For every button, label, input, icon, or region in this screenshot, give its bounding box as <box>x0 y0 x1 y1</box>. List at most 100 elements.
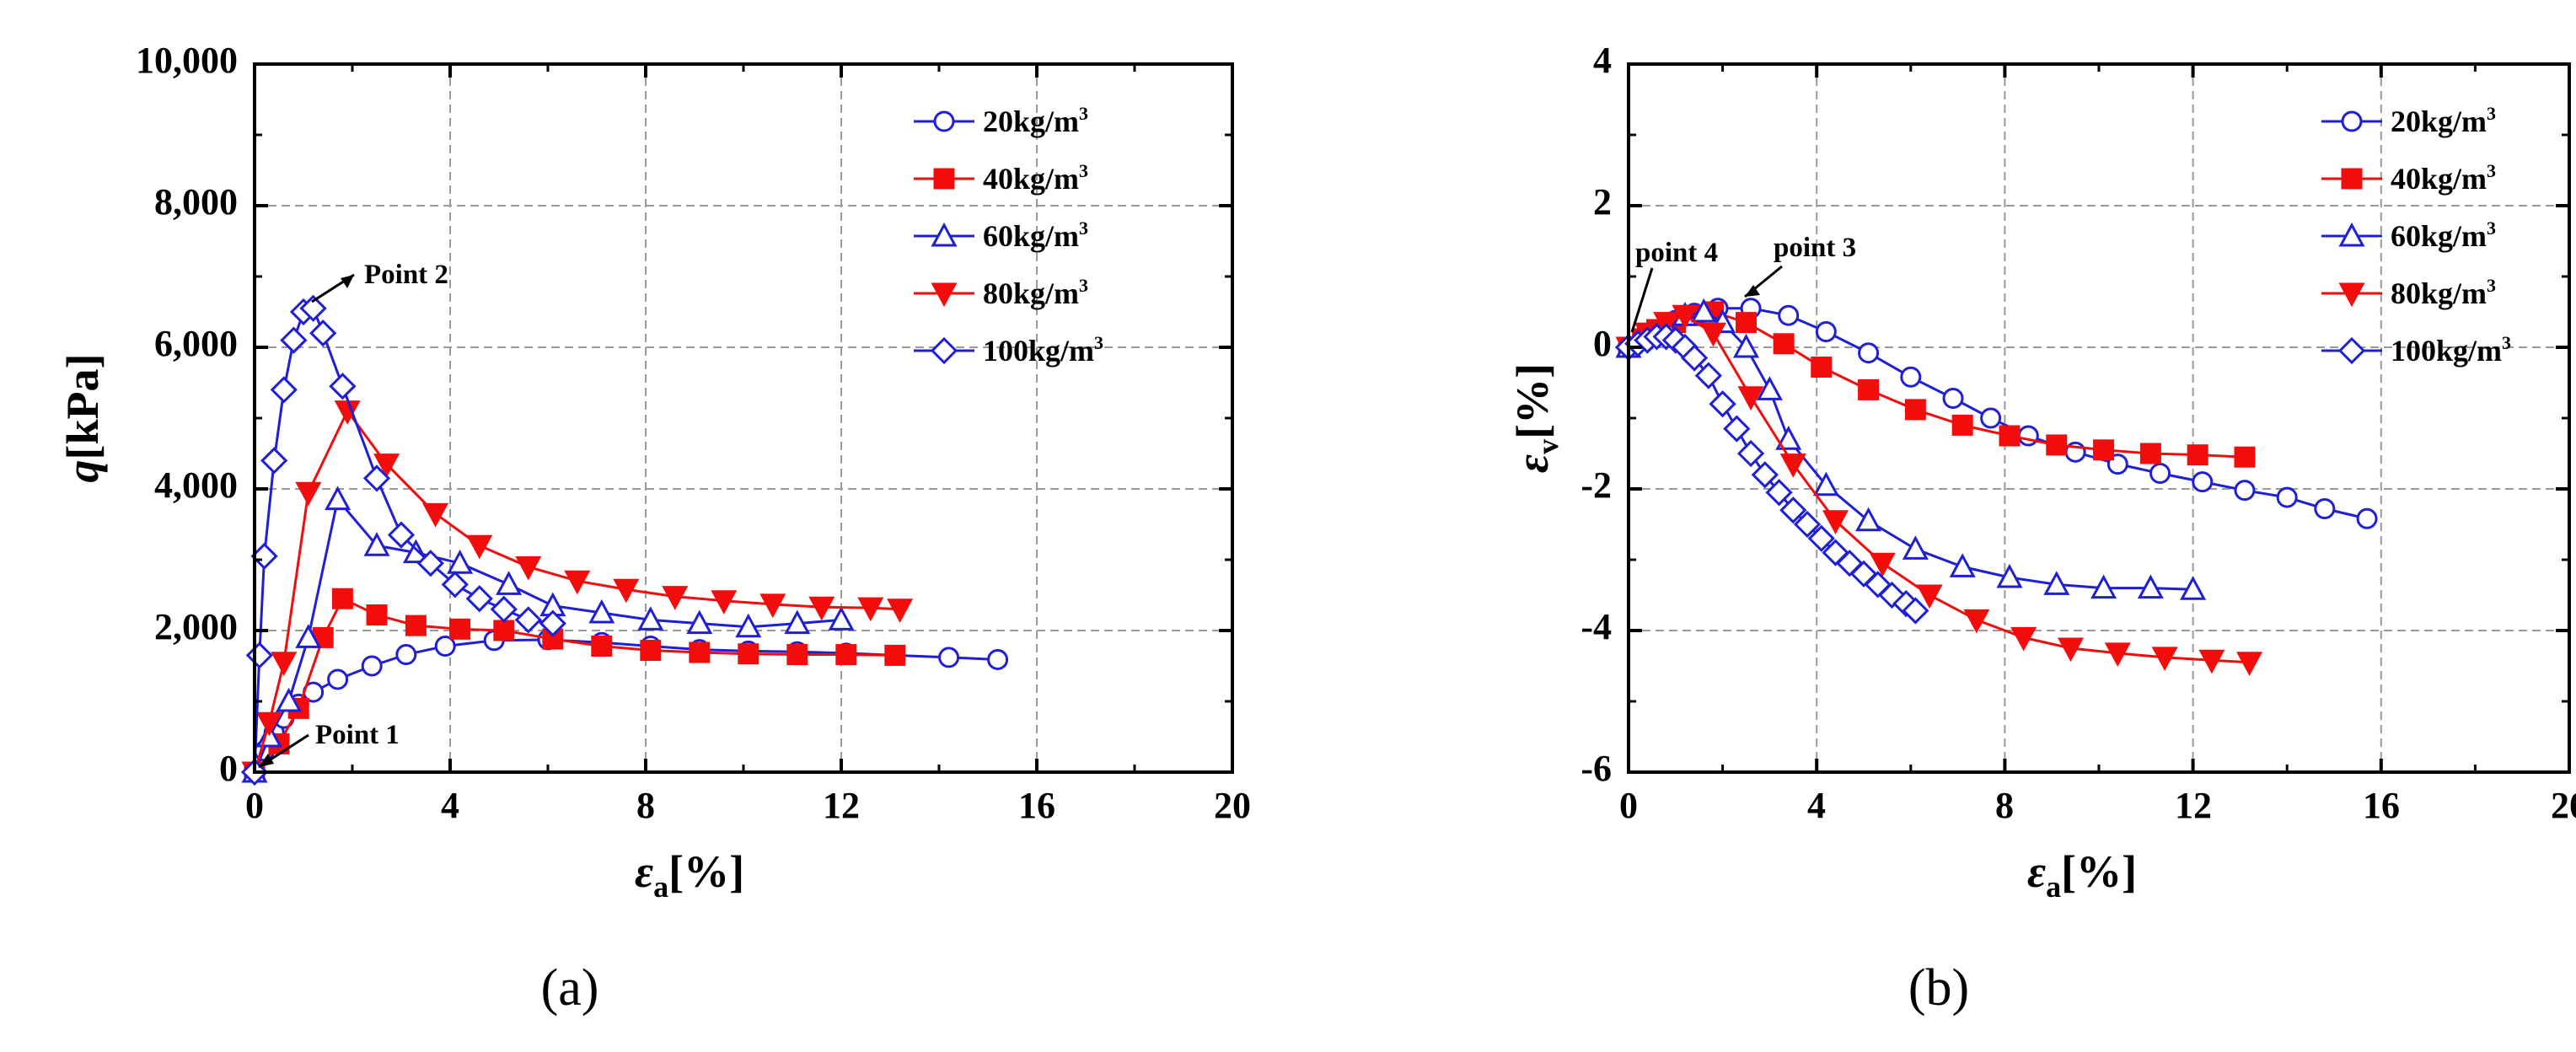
annotation-point-2: Point 2 <box>364 260 448 290</box>
data-point-b-5-10 <box>1709 390 1736 418</box>
data-point-b-4-8 <box>1822 510 1849 534</box>
data-point-a-4-3 <box>271 652 298 676</box>
legend-a-item-3: 60kg/m3 <box>983 217 1088 253</box>
legend-a-sup-4: 3 <box>1079 275 1088 296</box>
data-point-b-5-13 <box>1751 461 1779 489</box>
xtick-label-b-5: 20 <box>2551 785 2576 826</box>
data-point-b-3-12 <box>1902 535 1929 560</box>
data-point-b-5-24 <box>1902 597 1929 625</box>
legend-b-sup-2: 3 <box>2487 160 2496 181</box>
data-point-b-1-20 <box>2276 486 2298 508</box>
data-point-a-2-9 <box>493 620 515 641</box>
legend-a-sup-5: 3 <box>1094 332 1103 353</box>
legend-a-label-3: 60kg/m <box>983 219 1079 253</box>
annotation-arrowhead-point-2 <box>341 275 354 288</box>
data-point-a-5-11 <box>362 464 391 492</box>
data-point-b-4-5 <box>1699 322 1726 347</box>
xtick-label-b-4: 16 <box>2363 785 2400 826</box>
data-point-b-4-16 <box>2198 649 2225 674</box>
legend-a-item-1: 20kg/m3 <box>983 103 1088 138</box>
data-point-b-4-7 <box>1779 454 1806 478</box>
ytick-label-b-4: 2 <box>1593 181 1612 223</box>
legend-marker-a-3 <box>931 222 958 247</box>
data-point-a-5-2 <box>245 641 273 669</box>
data-point-b-2-17 <box>2187 444 2208 466</box>
legend-a-sup-1: 3 <box>1079 103 1088 124</box>
legend-b-item-5: 100kg/m3 <box>2391 332 2511 368</box>
data-point-b-5-16 <box>1793 510 1822 539</box>
legend-b-label-2: 40kg/m <box>2391 162 2487 196</box>
data-point-a-3-5 <box>325 486 352 511</box>
data-point-a-3-11 <box>588 598 615 624</box>
xlabel-a-unit: [%] <box>668 846 744 897</box>
data-point-a-4-9 <box>515 556 542 581</box>
data-point-b-2-9 <box>1811 357 1833 378</box>
data-point-b-4-12 <box>2010 626 2037 652</box>
data-point-a-2-15 <box>786 644 808 666</box>
data-point-a-4-4 <box>295 481 322 507</box>
data-point-a-2-5 <box>331 588 353 609</box>
series-line-b-2 <box>1628 310 2246 459</box>
data-point-b-3-8 <box>1756 376 1783 400</box>
ticks-a <box>253 62 1234 774</box>
legend-markers-a <box>914 110 974 365</box>
legend-a-item-5: 100kg/m3 <box>983 332 1103 368</box>
data-point-a-4-6 <box>373 454 400 478</box>
data-point-a-5-10 <box>329 373 357 400</box>
data-point-a-1-9 <box>395 644 417 666</box>
legend-b-label-4: 80kg/m <box>2391 276 2487 310</box>
xlabel-b-sub: a <box>2046 870 2061 904</box>
data-point-b-3-14 <box>1996 563 2023 588</box>
data-point-a-2-16 <box>835 644 857 666</box>
xlabel-b-main: ε <box>2027 846 2046 897</box>
legend-a-item-4: 80kg/m3 <box>983 275 1088 310</box>
ylabel-b-unit: [%] <box>1507 363 1558 439</box>
annotation-point-4: point 4 <box>1635 238 1718 268</box>
data-point-a-3-4 <box>295 624 322 648</box>
data-point-b-1-8 <box>1778 304 1800 326</box>
annotation-arrowhead-point-3 <box>1745 285 1760 297</box>
xtick-label-a-5: 20 <box>1214 785 1251 826</box>
xtick-label-a-4: 16 <box>1018 785 1055 826</box>
ytick-label-b-0: -6 <box>1580 748 1612 789</box>
legend-b-sup-3: 3 <box>2487 217 2496 239</box>
grid-a <box>255 64 1232 772</box>
data-point-b-1-11 <box>1900 366 1922 388</box>
xaxis-label-b: εa[%] <box>2027 846 2137 904</box>
data-point-b-5-17 <box>1807 524 1835 552</box>
legend-b-label-3: 60kg/m <box>2391 219 2487 253</box>
data-point-a-4-16 <box>857 597 884 622</box>
data-point-a-5-5 <box>270 376 298 404</box>
data-point-a-5-13 <box>416 550 444 577</box>
data-point-b-3-15 <box>2043 571 2070 595</box>
legend-marker-a-4 <box>931 282 958 308</box>
data-point-a-3-16 <box>828 606 855 631</box>
data-point-a-5-17 <box>514 606 542 634</box>
legend-b-label-5: 100kg/m <box>2391 334 2502 368</box>
legend-a: 20kg/m3 40kg/m3 60kg/m3 80kg/m3 100kg/m3 <box>914 103 1103 368</box>
annotation-arrowhead-point-1 <box>259 754 274 767</box>
xtick-label-b-1: 4 <box>1807 785 1826 826</box>
annotation-arrow-point-4 <box>1630 267 1654 333</box>
series-line-a-3 <box>253 496 842 773</box>
panel-label-b: (b) <box>1908 959 1969 1017</box>
data-point-a-2-8 <box>449 618 471 640</box>
data-point-b-2-13 <box>1999 425 2021 447</box>
data-point-a-1-20 <box>938 647 960 668</box>
data-point-a-3-9 <box>496 571 523 595</box>
data-point-a-4-15 <box>808 596 835 621</box>
data-point-b-4-9 <box>1869 552 1896 577</box>
data-point-a-2-17 <box>884 644 906 666</box>
ytick-label-b-2: -2 <box>1580 464 1612 506</box>
data-point-b-1-10 <box>1858 342 1880 364</box>
legend-b-item-4: 80kg/m3 <box>2391 275 2496 310</box>
data-point-b-5-15 <box>1779 496 1807 524</box>
data-point-b-5-11 <box>1723 415 1751 443</box>
data-point-b-1-17 <box>2149 463 2171 485</box>
ytick-label-a-0: 0 <box>219 748 238 789</box>
data-point-a-3-13 <box>686 609 713 635</box>
legend-a-label-4: 80kg/m <box>983 276 1079 310</box>
data-point-b-2-12 <box>1951 414 1973 436</box>
data-point-b-4-17 <box>2236 652 2263 676</box>
